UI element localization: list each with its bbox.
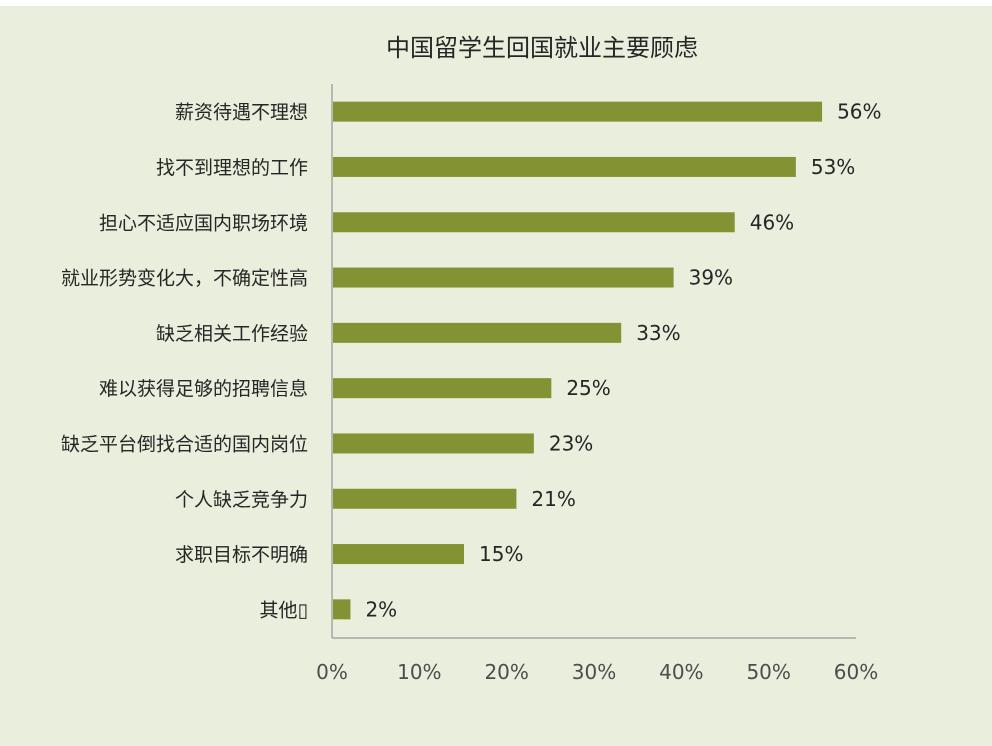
bar xyxy=(333,212,735,233)
value-label: 53% xyxy=(811,155,855,179)
bar xyxy=(333,433,534,454)
bar xyxy=(333,378,552,399)
x-tick-label: 50% xyxy=(746,660,790,684)
category-label: 个人缺乏竞争力 xyxy=(175,489,308,511)
x-tick-label: 0% xyxy=(316,660,348,684)
x-tick-label: 30% xyxy=(572,660,616,684)
x-tick-label: 60% xyxy=(834,660,878,684)
value-label: 2% xyxy=(365,597,397,621)
category-label: 难以获得足够的招聘信息 xyxy=(99,378,308,400)
category-label: 就业形势变化大，不确定性高 xyxy=(61,268,308,290)
value-label: 25% xyxy=(566,376,610,400)
category-label: 缺乏相关工作经验 xyxy=(156,323,308,345)
chart-title: 中国留学生回国就业主要顾虑 xyxy=(386,34,698,62)
axes-group: 0% 10% 20% 30% 40% 50% 60% xyxy=(316,84,878,684)
value-label: 46% xyxy=(750,210,794,234)
category-label: 担心不适应国内职场环境 xyxy=(99,212,308,234)
bar xyxy=(333,101,823,122)
value-label: 23% xyxy=(549,431,593,455)
category-label: 缺乏平台倒找合适的国内岗位 xyxy=(61,433,308,455)
category-label: 其他▯ xyxy=(260,599,308,621)
category-label: 求职目标不明确 xyxy=(175,544,308,566)
x-tick-label: 40% xyxy=(659,660,703,684)
value-label: 39% xyxy=(689,266,733,290)
value-label: 56% xyxy=(837,100,881,124)
category-label: 薪资待遇不理想 xyxy=(175,102,308,124)
bar xyxy=(333,322,622,343)
bar xyxy=(333,156,796,177)
bar xyxy=(333,599,351,620)
x-tick-label: 10% xyxy=(397,660,441,684)
value-label: 21% xyxy=(531,487,575,511)
chart-panel xyxy=(0,6,992,746)
value-label: 15% xyxy=(479,542,523,566)
value-label: 33% xyxy=(636,321,680,345)
bar xyxy=(333,488,517,509)
category-label: 找不到理想的工作 xyxy=(156,157,308,179)
bar xyxy=(333,267,674,288)
bar xyxy=(333,544,464,565)
x-tick-label: 20% xyxy=(484,660,528,684)
bars-group: 薪资待遇不理想 56% 找不到理想的工作 53% 担心不适应国内职场环境 46% 就业形势变… xyxy=(61,100,882,622)
